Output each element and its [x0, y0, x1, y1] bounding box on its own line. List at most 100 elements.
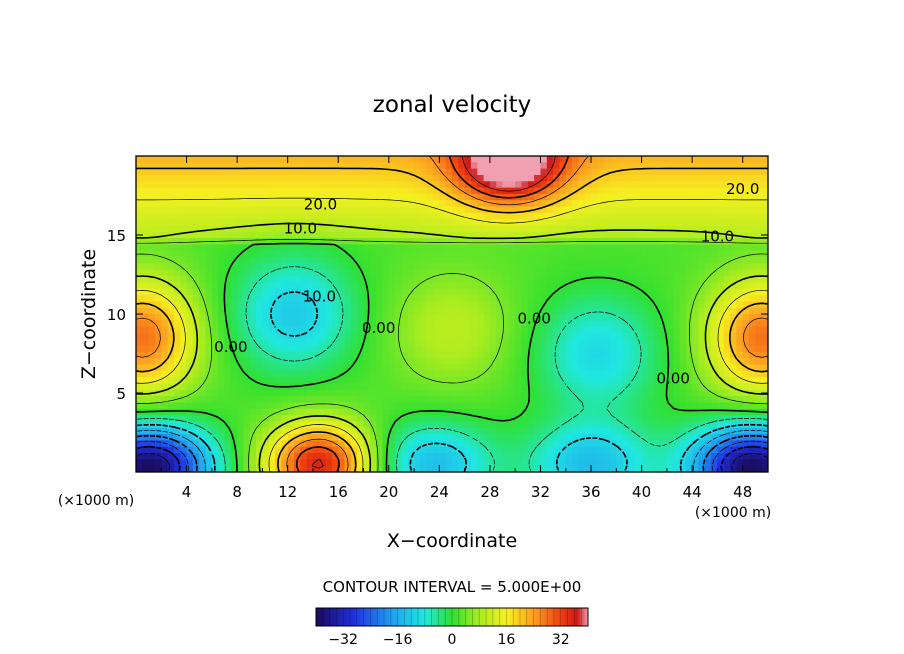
field-cell: [660, 162, 668, 170]
field-cell: [218, 415, 226, 423]
field-cell: [136, 174, 143, 182]
field-cell: [376, 269, 384, 277]
field-cell: [742, 396, 750, 404]
field-cell: [553, 168, 561, 176]
field-cell: [591, 465, 598, 472]
field-cell: [508, 174, 516, 182]
field-cell: [559, 244, 567, 252]
field-cell: [205, 358, 213, 366]
field-cell: [237, 301, 245, 309]
field-cell: [268, 250, 276, 258]
field-cell: [578, 288, 586, 296]
field-cell: [673, 219, 681, 227]
field-cell: [350, 459, 358, 467]
field-cell: [173, 282, 181, 290]
field-cell: [553, 282, 561, 290]
field-cell: [319, 459, 327, 467]
field-cell: [142, 396, 150, 404]
field-cell: [186, 263, 194, 271]
field-cell: [319, 282, 327, 290]
field-cell: [407, 351, 415, 359]
field-cell: [350, 244, 358, 252]
field-cell: [622, 459, 630, 467]
field-cell: [363, 295, 371, 302]
field-cell: [717, 453, 725, 460]
field-cell: [723, 408, 731, 416]
field-cell: [591, 156, 598, 163]
field-cell: [711, 402, 719, 410]
field-cell: [736, 364, 744, 372]
field-cell: [249, 345, 257, 353]
field-cell: [319, 231, 327, 239]
field-cell: [591, 257, 598, 265]
field-cell: [761, 187, 768, 195]
field-cell: [717, 231, 725, 239]
field-cell: [464, 364, 472, 372]
field-cell: [489, 377, 497, 385]
field-cell: [312, 383, 320, 391]
field-cell: [654, 389, 662, 397]
field-cell: [502, 314, 510, 321]
field-cell: [622, 326, 630, 334]
field-cell: [401, 339, 409, 347]
field-cell: [660, 402, 668, 410]
field-cell: [205, 402, 213, 410]
field-cell: [192, 225, 200, 233]
field-cell: [477, 162, 485, 170]
field-cell: [717, 156, 725, 163]
field-cell: [603, 282, 611, 290]
field-cell: [192, 187, 200, 195]
field-cell: [761, 263, 768, 271]
field-cell: [597, 257, 605, 265]
field-cell: [357, 269, 365, 277]
field-cell: [306, 408, 314, 416]
field-cell: [578, 212, 586, 220]
field-cell: [749, 314, 756, 321]
field-cell: [553, 225, 561, 233]
field-cell: [521, 459, 529, 467]
field-cell: [647, 307, 655, 315]
field-cell: [344, 200, 352, 208]
field-cell: [262, 156, 270, 163]
field-cell: [679, 212, 687, 220]
field-cell: [534, 427, 542, 435]
field-cell: [749, 307, 756, 315]
field-cell: [502, 351, 510, 359]
field-cell: [527, 358, 535, 366]
field-cell: [230, 396, 238, 404]
field-cell: [591, 345, 598, 353]
field-cell: [192, 282, 200, 290]
field-cell: [565, 459, 573, 467]
field-cell: [527, 301, 535, 309]
field-cell: [287, 200, 295, 208]
field-cell: [154, 358, 162, 366]
field-cell: [464, 282, 472, 290]
field-cell: [502, 377, 510, 385]
field-cell: [685, 307, 693, 315]
field-cell: [489, 174, 497, 182]
field-cell: [319, 320, 327, 328]
field-cell: [660, 250, 668, 258]
field-cell: [597, 339, 605, 347]
field-cell: [464, 370, 472, 378]
field-cell: [414, 332, 421, 340]
field-cell: [281, 231, 289, 239]
field-cell: [515, 370, 523, 378]
field-cell: [755, 326, 763, 334]
field-cell: [515, 168, 523, 176]
field-cell: [470, 257, 478, 265]
field-cell: [628, 339, 636, 347]
field-cell: [458, 332, 466, 340]
field-cell: [230, 212, 238, 220]
field-cell: [262, 219, 270, 227]
field-cell: [546, 364, 554, 372]
field-cell: [243, 465, 251, 472]
field-cell: [224, 332, 232, 340]
field-cell: [192, 339, 200, 347]
field-cell: [256, 396, 263, 404]
field-cell: [357, 314, 365, 321]
field-cell: [136, 383, 143, 391]
field-cell: [584, 282, 592, 290]
field-cell: [584, 276, 592, 283]
field-cell: [483, 421, 491, 429]
